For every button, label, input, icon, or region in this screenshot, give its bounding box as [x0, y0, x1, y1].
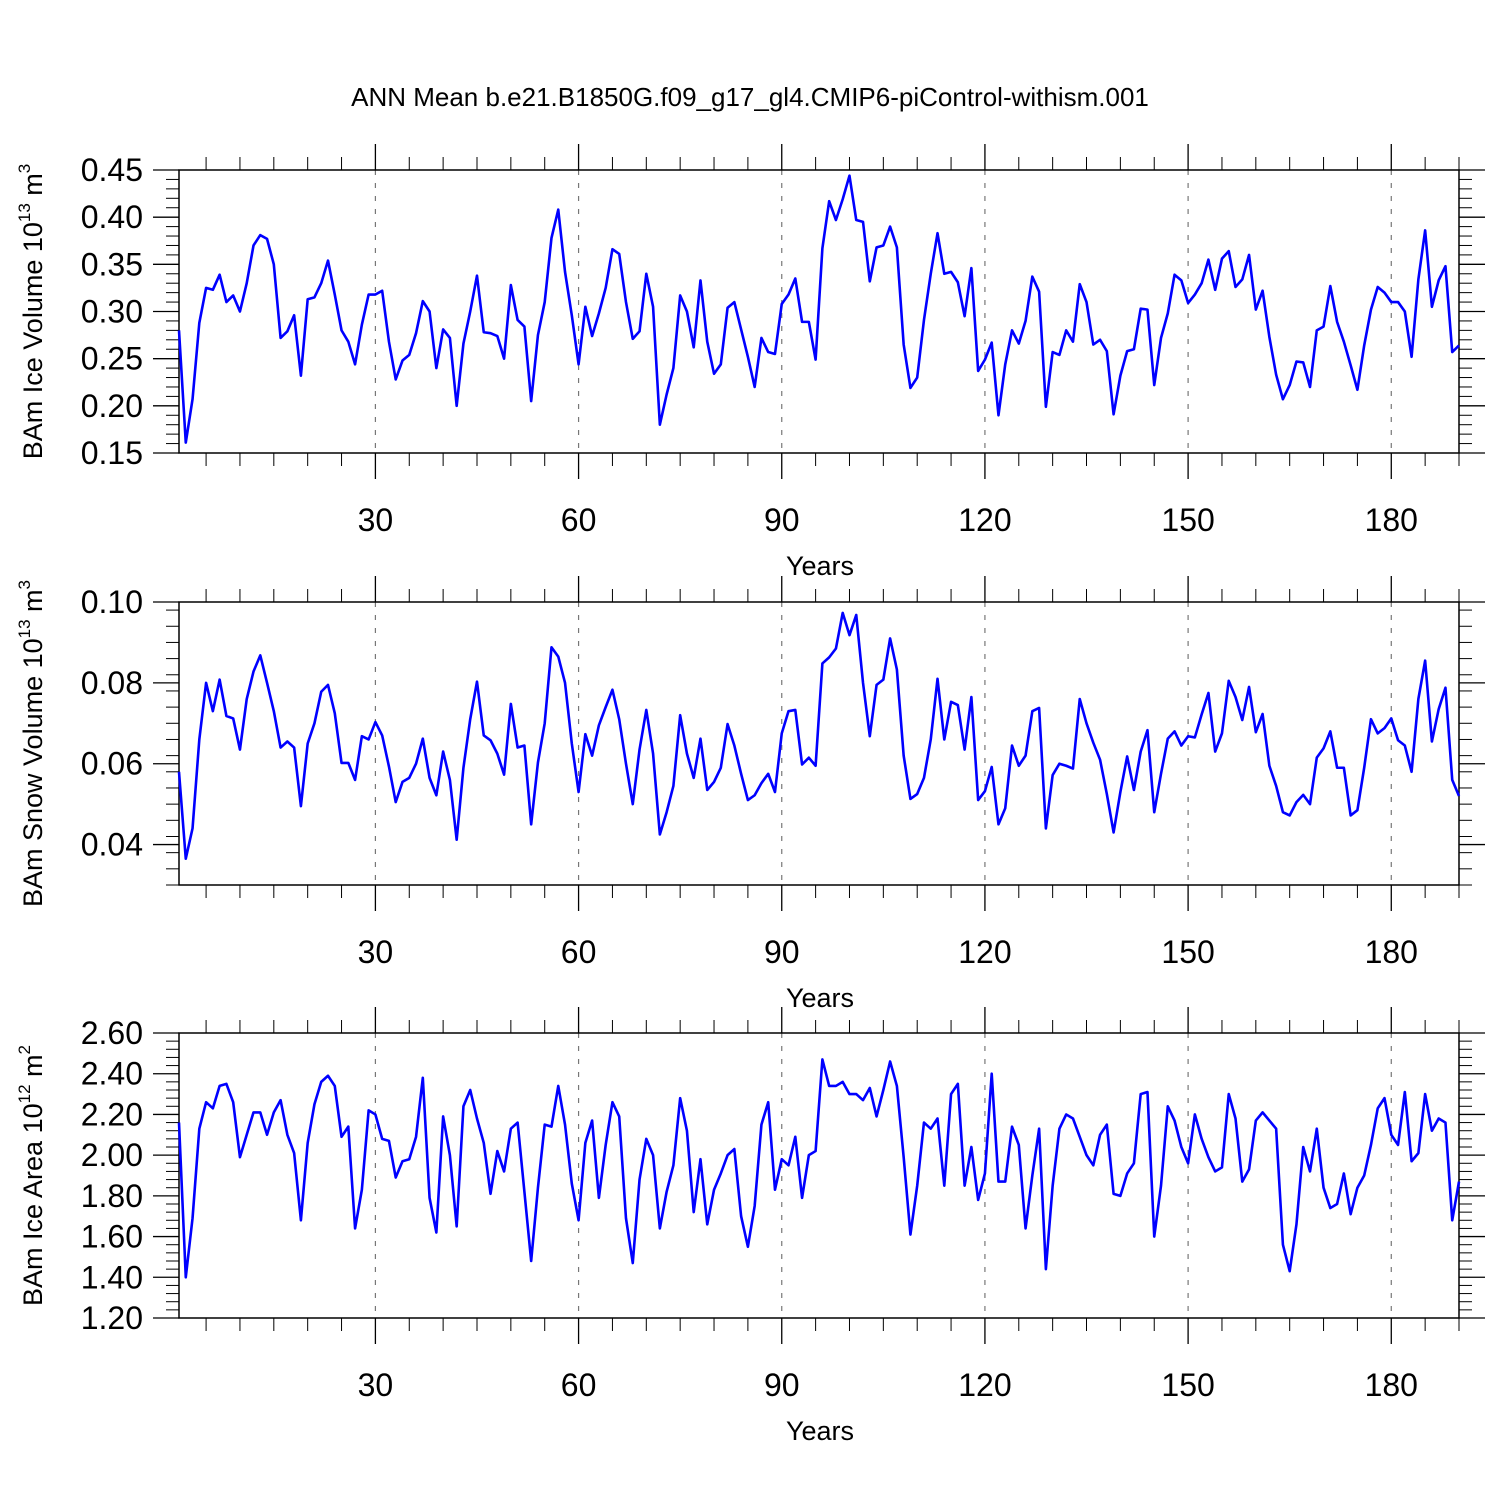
y-tick-label: 0.25: [81, 341, 143, 377]
chart-panel-2: 30 60 90 120 150 180 0.04 0.06 0.08 0.10 Years BAm …: [15, 576, 1485, 1013]
y-tick-label: 2.40: [81, 1056, 143, 1092]
y-axis-title-superscript: 13: [15, 203, 34, 222]
y-axis-title-superscript: 3: [15, 580, 34, 589]
x-tick-label: 30: [358, 1367, 394, 1403]
y-axis-title-text: BAm Ice Volume 10: [18, 222, 48, 459]
y-tick-label: 2.60: [81, 1015, 143, 1051]
y-axis-title-superscript: 13: [15, 619, 34, 638]
x-tick-label: 180: [1365, 1367, 1418, 1403]
chart-panel-3: 30 60 90 120 150 180 1.20 1.40 1.60 1.80 2.00 2.20 2…: [15, 1007, 1485, 1446]
x-tick-label: 120: [958, 1367, 1011, 1403]
y-tick-label: 1.20: [81, 1300, 143, 1336]
y-tick-label: 0.30: [81, 294, 143, 330]
x-tick-label: 30: [358, 502, 394, 538]
plot-frame: [178, 1032, 1460, 1319]
y-axis-title-text: m: [18, 589, 48, 619]
x-tick-label: 30: [358, 934, 394, 970]
x-tick-label: 120: [958, 934, 1011, 970]
y-axis-title-text: m: [18, 1054, 48, 1084]
x-tick-label: 60: [561, 934, 597, 970]
y-tick-label: 1.60: [81, 1219, 143, 1255]
y-axis-title-text: BAm Snow Volume 10: [18, 638, 48, 907]
y-tick-label: 0.04: [81, 827, 143, 863]
y-tick-label: 0.20: [81, 388, 143, 424]
y-tick-label: 2.00: [81, 1137, 143, 1173]
plot-frame: [178, 601, 1460, 886]
y-tick-label: 0.45: [81, 152, 143, 188]
y-axis-title: BAm Ice Volume 1013 m3: [15, 164, 48, 460]
y-tick-label: 0.06: [81, 746, 143, 782]
y-axis-title: BAm Ice Area 1012 m2: [15, 1045, 48, 1306]
y-tick-label: 0.40: [81, 199, 143, 235]
y-tick-label: 0.35: [81, 246, 143, 282]
x-tick-label: 150: [1161, 502, 1214, 538]
x-tick-label: 60: [561, 502, 597, 538]
x-axis-title: Years: [786, 551, 854, 581]
y-axis-title-text: BAm Ice Area 10: [18, 1103, 48, 1306]
y-tick-label: 0.15: [81, 435, 143, 471]
x-axis-title: Years: [786, 983, 854, 1013]
y-axis-title-superscript: 12: [15, 1084, 34, 1103]
y-tick-label: 1.40: [81, 1259, 143, 1295]
y-axis-title-superscript: 2: [15, 1045, 34, 1054]
y-tick-label: 0.10: [81, 584, 143, 620]
y-axis-title: BAm Snow Volume 1013 m3: [15, 580, 48, 907]
y-axis-title-text: m: [18, 173, 48, 203]
series-line: [177, 174, 1460, 444]
x-tick-label: 60: [561, 1367, 597, 1403]
series-line: [177, 611, 1461, 861]
chart-panel-1: 30 60 90 120 150 180 0.15 0.20 0.25 0.30 0.35 0.40 0…: [15, 144, 1485, 581]
x-tick-label: 90: [764, 1367, 800, 1403]
x-tick-label: 90: [764, 502, 800, 538]
series-line: [177, 1058, 1461, 1279]
x-axis-title: Years: [786, 1416, 854, 1446]
page-title: ANN Mean b.e21.B1850G.f09_g17_gl4.CMIP6-…: [351, 82, 1149, 112]
y-axis-title-superscript: 3: [15, 164, 34, 173]
x-tick-label: 120: [958, 502, 1011, 538]
y-tick-label: 0.08: [81, 665, 143, 701]
x-tick-label: 180: [1365, 934, 1418, 970]
y-tick-label: 1.80: [81, 1178, 143, 1214]
y-tick-label: 2.20: [81, 1096, 143, 1132]
x-tick-label: 150: [1161, 1367, 1214, 1403]
x-tick-label: 90: [764, 934, 800, 970]
x-tick-label: 180: [1365, 502, 1418, 538]
x-tick-label: 150: [1161, 934, 1214, 970]
